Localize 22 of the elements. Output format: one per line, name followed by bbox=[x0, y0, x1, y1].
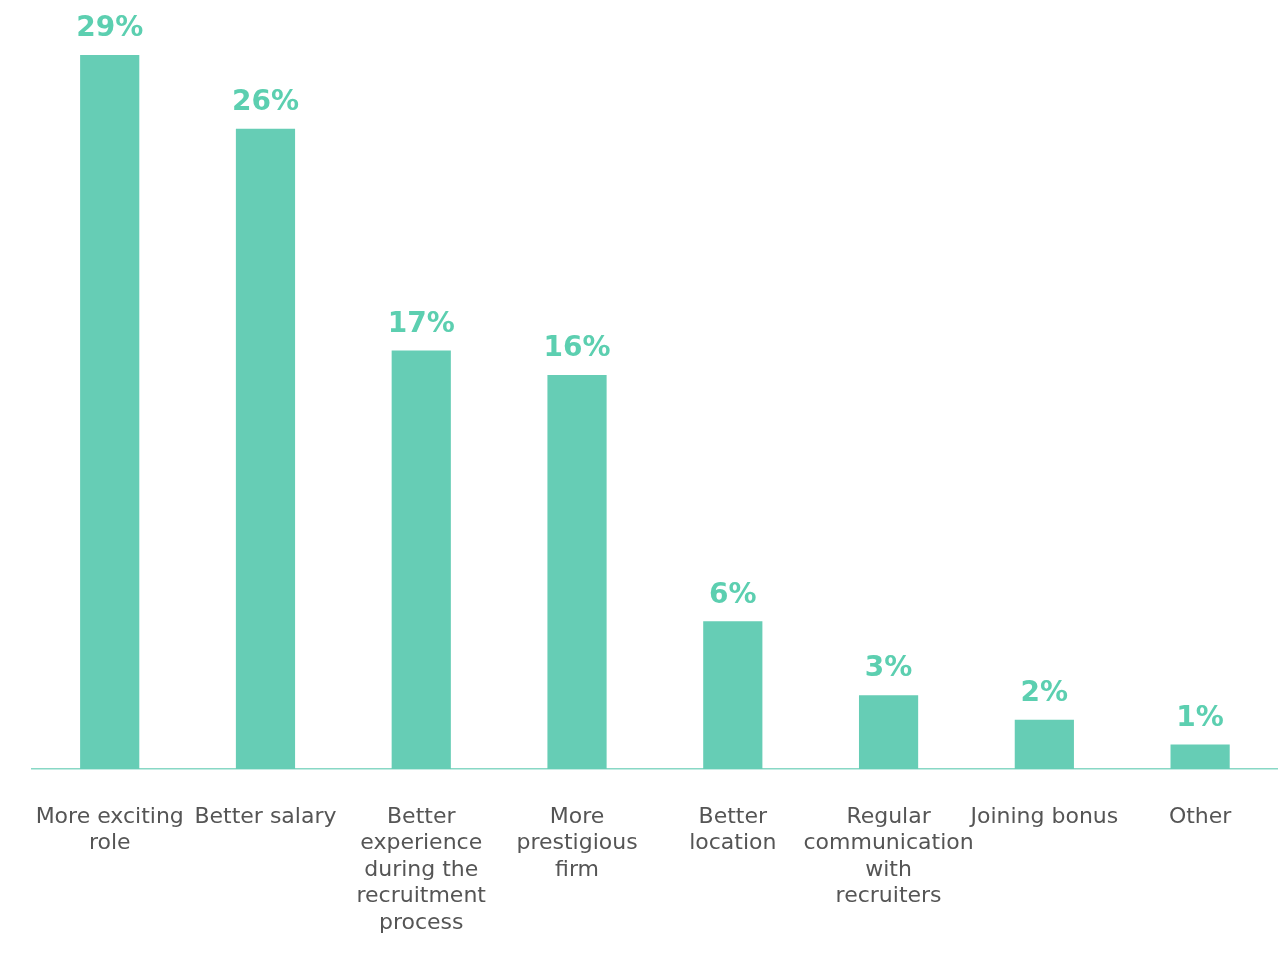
data-label: 1% bbox=[1176, 699, 1224, 733]
bar bbox=[1170, 744, 1230, 769]
bar bbox=[80, 55, 140, 769]
data-label: 16% bbox=[543, 330, 611, 364]
data-label: 6% bbox=[709, 576, 757, 610]
data-label: 17% bbox=[387, 305, 455, 339]
x-tick-label: Better salary bbox=[194, 802, 337, 828]
data-label: 29% bbox=[76, 10, 144, 44]
data-label: 3% bbox=[864, 650, 913, 684]
x-tick-label: More prestigious firm bbox=[516, 802, 638, 881]
bar bbox=[547, 375, 607, 769]
bar bbox=[391, 350, 451, 769]
x-tick-label: Better experience during the recruitment process bbox=[356, 802, 487, 934]
data-label: 2% bbox=[1020, 675, 1069, 709]
data-label: 26% bbox=[231, 84, 299, 118]
bar bbox=[703, 621, 763, 769]
x-tick-label: Other bbox=[1168, 802, 1233, 828]
bar bbox=[858, 695, 919, 769]
x-tick-label: More exciting role bbox=[35, 802, 184, 855]
bar bbox=[1014, 719, 1074, 769]
bar bbox=[235, 128, 296, 769]
x-tick-label: Better location bbox=[689, 802, 777, 855]
